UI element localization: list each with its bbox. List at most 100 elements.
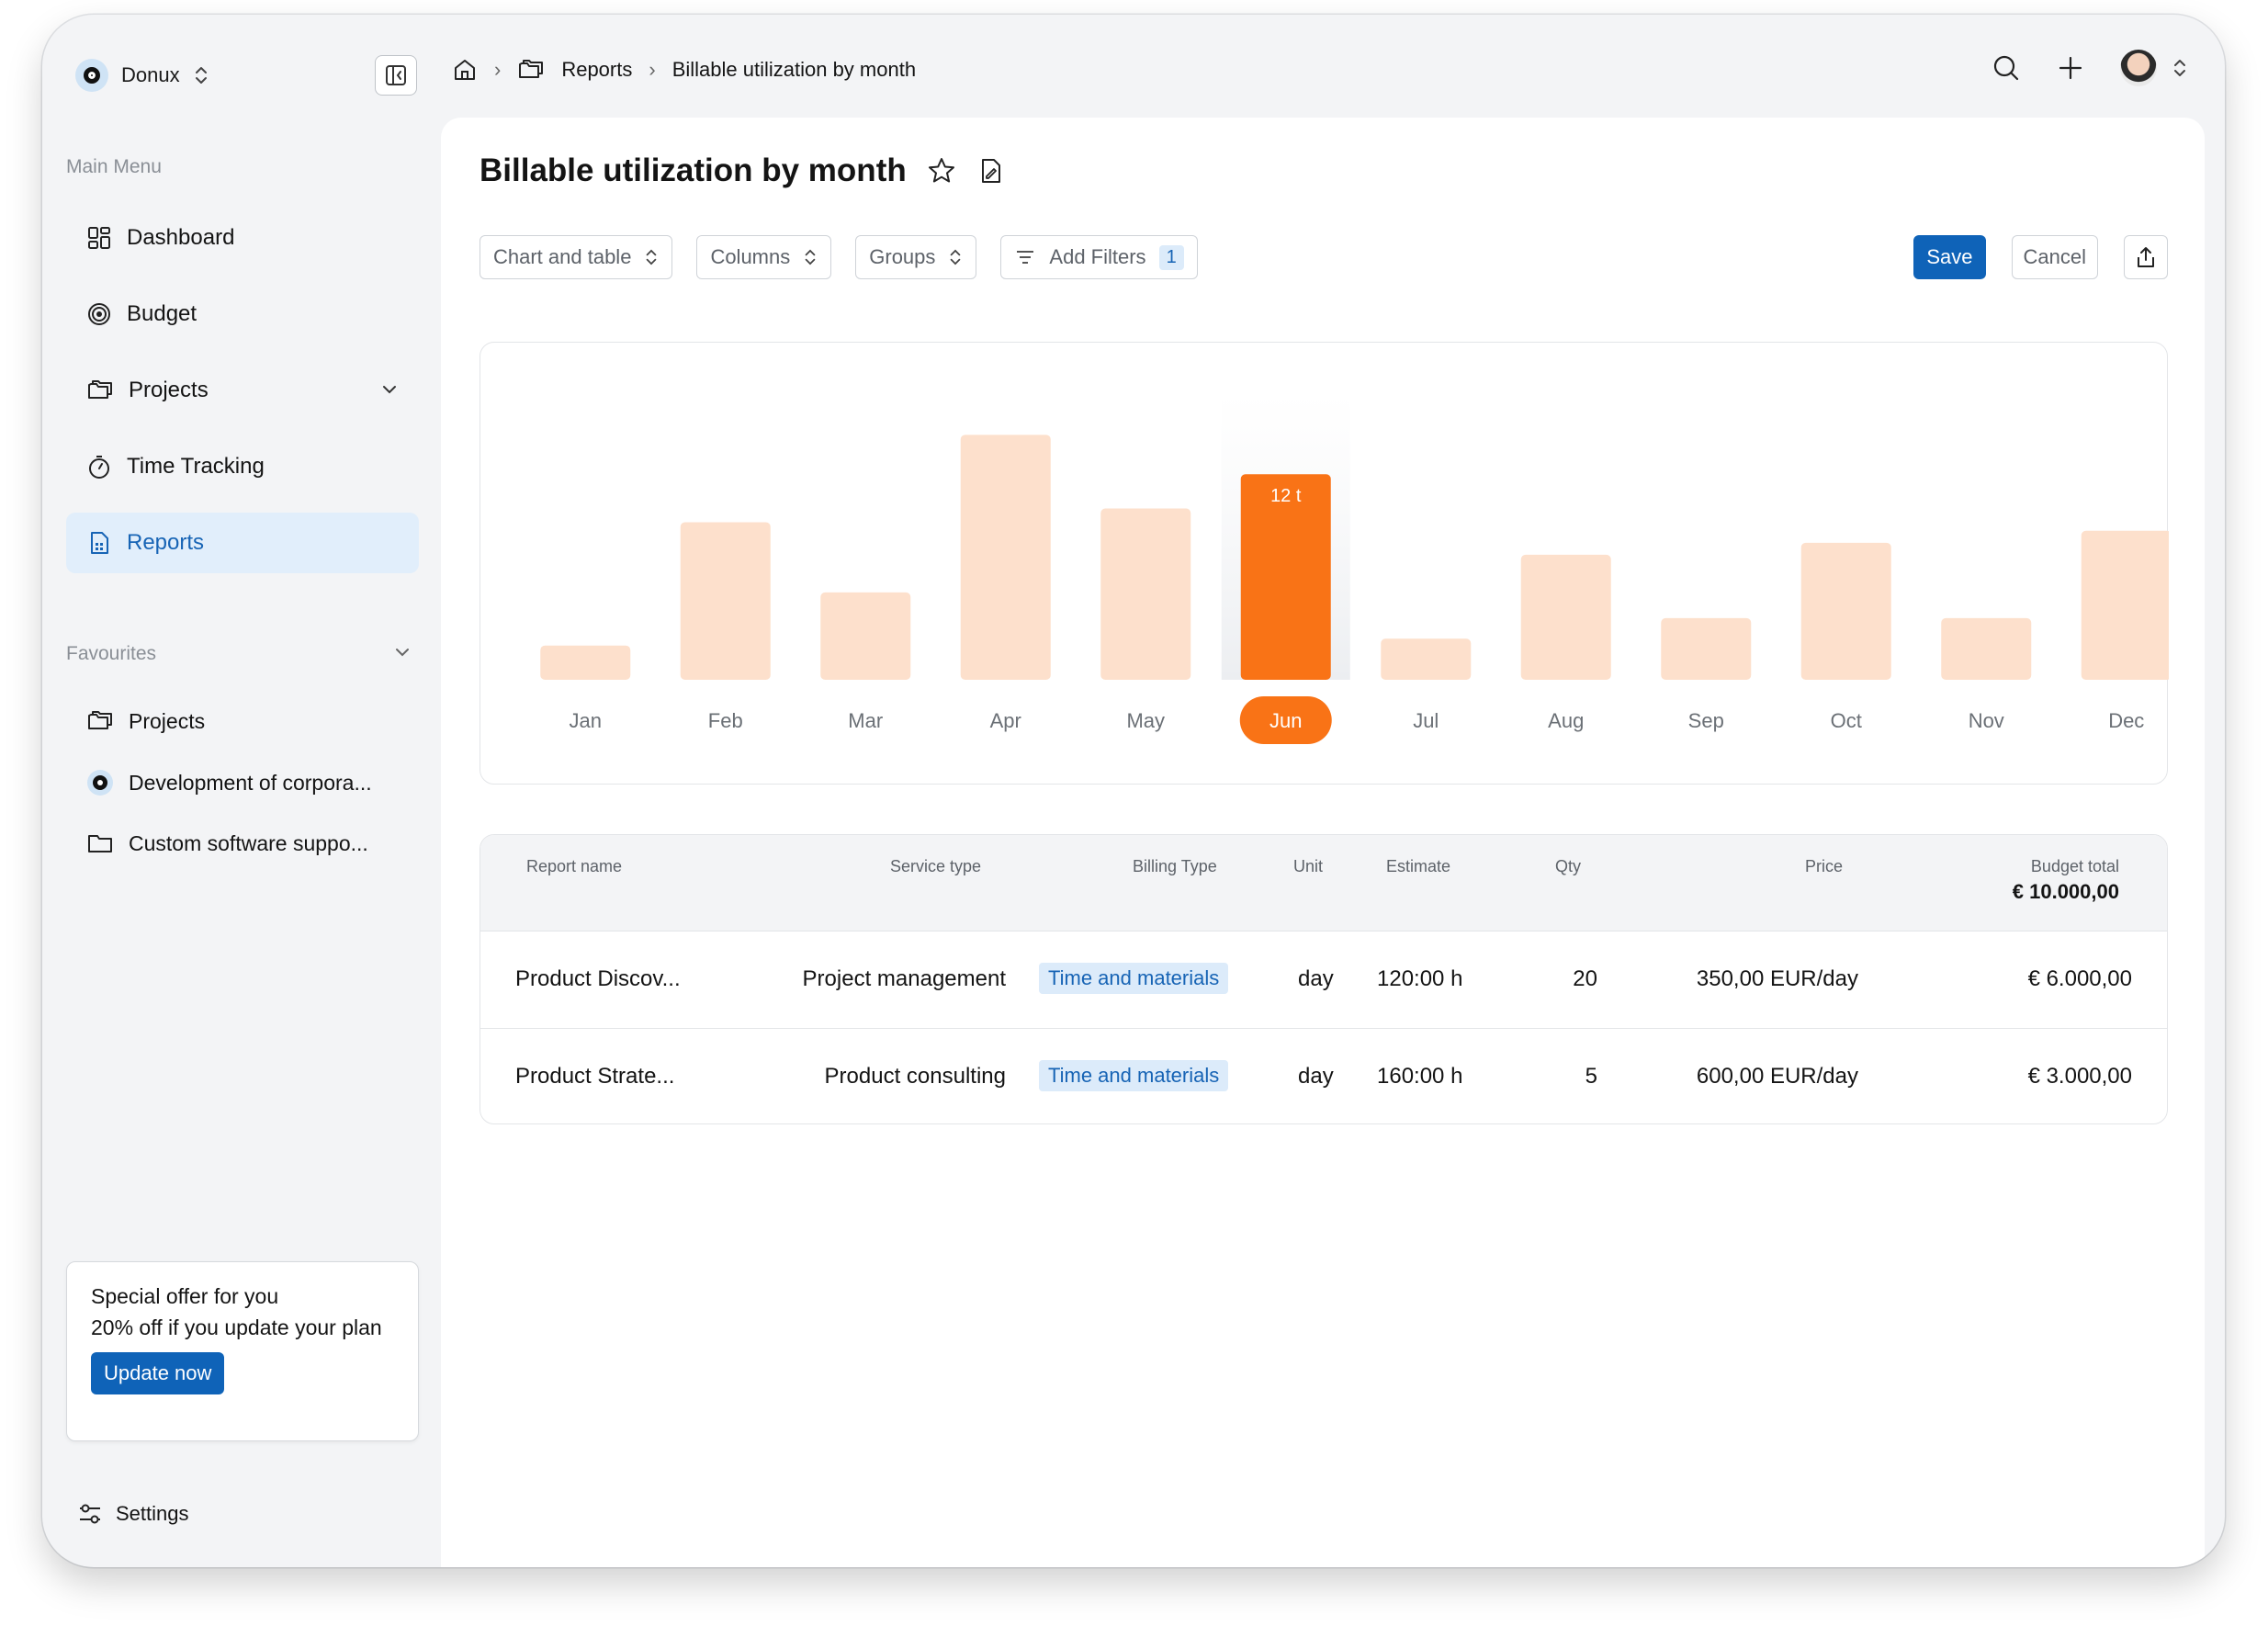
header-price[interactable]: Price <box>1805 857 1844 875</box>
x-tick-label: Jun <box>1269 709 1302 732</box>
selected-month-pill[interactable] <box>1239 696 1332 744</box>
folders-icon <box>88 711 112 729</box>
special-offer-card: Special offer for you 20% off if you upd… <box>66 1261 419 1441</box>
cell-unit: day <box>1298 966 1334 991</box>
user-menu[interactable] <box>2120 50 2188 86</box>
sidebar-item-reports[interactable]: Reports <box>66 513 419 573</box>
sidebar: Donux Main Menu Dashboard Budget Project… <box>42 15 441 1567</box>
sidebar-item-label: Projects <box>129 378 209 402</box>
breadcrumb-current: Billable utilization by month <box>671 58 917 81</box>
export-button[interactable] <box>2124 235 2168 279</box>
favourite-item-projects[interactable]: Projects <box>66 698 419 744</box>
search-icon[interactable] <box>1992 53 2021 83</box>
stopwatch-icon <box>89 456 109 479</box>
table-header: Report name Service type Billing Type Un… <box>480 835 2167 931</box>
sidebar-item-projects[interactable]: Projects <box>66 360 419 421</box>
bar-apr[interactable] <box>960 435 1051 680</box>
settings-link[interactable]: Settings <box>77 1501 189 1527</box>
header-report-name[interactable]: Report name <box>526 857 623 875</box>
table-row[interactable]: Product Discov... Project management Tim… <box>480 931 2167 1028</box>
report-icon <box>91 532 108 554</box>
filters-count-badge: 1 <box>1158 244 1184 270</box>
star-icon[interactable] <box>927 156 956 186</box>
bar-feb[interactable] <box>680 522 771 680</box>
header-unit[interactable]: Unit <box>1293 857 1324 875</box>
bar-jul[interactable] <box>1381 638 1472 680</box>
grid-icon <box>88 227 110 249</box>
avatar <box>2120 50 2157 86</box>
cell-price: 350,00 EUR/day <box>1696 966 1858 991</box>
edit-document-icon[interactable] <box>976 156 1006 186</box>
billing-type-tag: Time and materials <box>1039 1060 1229 1091</box>
sidebar-item-dashboard[interactable]: Dashboard <box>66 208 419 268</box>
bar-may[interactable] <box>1100 508 1191 680</box>
cell-report-name: Product Strate... <box>515 1064 675 1089</box>
favourite-item-custom-software[interactable]: Custom software suppo... <box>66 820 419 866</box>
sidebar-collapse-button[interactable] <box>375 55 417 96</box>
cell-qty: 20 <box>1573 966 1597 991</box>
org-switcher[interactable]: Donux <box>75 55 209 96</box>
page-title: Billable utilization by month <box>480 152 907 188</box>
home-icon[interactable] <box>452 57 478 83</box>
x-tick-label: Aug <box>1548 709 1584 732</box>
title-row: Billable utilization by month <box>480 152 1006 189</box>
view-select[interactable]: Chart and table <box>480 235 673 279</box>
org-logo <box>75 59 108 92</box>
add-filters-button[interactable]: Add Filters 1 <box>1000 235 1198 279</box>
x-tick-label: Sep <box>1688 709 1724 732</box>
add-filters-label: Add Filters <box>1049 245 1146 268</box>
x-tick-label: Jan <box>570 709 602 732</box>
billing-type-tag: Time and materials <box>1039 963 1229 994</box>
main-menu-label: Main Menu <box>66 156 162 177</box>
chevron-down-icon[interactable] <box>380 380 399 399</box>
offer-text: 20% off if you update your plan <box>91 1315 382 1339</box>
app-window: Donux Main Menu Dashboard Budget Project… <box>42 15 2225 1567</box>
folders-icon <box>88 380 112 399</box>
chevron-down-icon[interactable] <box>393 643 412 661</box>
header-service-type[interactable]: Service type <box>890 857 982 875</box>
top-actions <box>1992 50 2188 86</box>
sidebar-item-label: Time Tracking <box>127 454 265 479</box>
sidebar-item-budget[interactable]: Budget <box>66 284 419 344</box>
breadcrumb: › Reports › Billable utilization by mont… <box>452 51 916 88</box>
header-budget-total[interactable]: Budget total € 10.000,00 <box>2013 857 2119 904</box>
target-icon <box>88 303 110 325</box>
bar-jan[interactable] <box>540 645 631 680</box>
favourite-label: Custom software suppo... <box>129 830 368 855</box>
sidebar-collapse-icon <box>386 65 406 85</box>
favourite-item-development[interactable]: Development of corpora... <box>66 760 419 806</box>
bar-mar[interactable] <box>820 592 911 680</box>
bar-oct[interactable] <box>1800 542 1891 680</box>
bar-aug[interactable] <box>1520 554 1611 680</box>
breadcrumb-reports[interactable]: Reports <box>561 58 633 81</box>
cell-qty: 5 <box>1585 1064 1597 1089</box>
plus-icon[interactable] <box>2058 55 2083 81</box>
settings-label: Settings <box>116 1502 189 1525</box>
favourite-label: Projects <box>129 708 206 733</box>
settings-sliders-icon <box>80 1504 100 1524</box>
sidebar-item-time-tracking[interactable]: Time Tracking <box>66 436 419 497</box>
bar-nov[interactable] <box>1941 617 2032 680</box>
cell-total: € 6.000,00 <box>2027 966 2132 991</box>
chart-card: Jan Feb Mar Apr May 12 t Jun Jul Aug Sep Oct Nov Dec <box>480 342 2169 785</box>
update-now-button[interactable]: Update now <box>91 1352 225 1394</box>
x-tick-label: Oct <box>1831 709 1862 732</box>
columns-select[interactable]: Columns <box>696 235 832 279</box>
table-row[interactable]: Product Strate... Product consulting Tim… <box>480 1028 2167 1123</box>
x-tick-label: Apr <box>990 709 1021 732</box>
chevron-up-down-icon <box>2174 60 2185 76</box>
cell-service-type: Product consulting <box>824 1064 1006 1089</box>
bar-jun[interactable] <box>1240 474 1331 680</box>
bar-sep[interactable] <box>1661 617 1752 680</box>
report-actions: Save Cancel <box>1913 235 2168 279</box>
header-estimate[interactable]: Estimate <box>1386 857 1451 875</box>
header-qty[interactable]: Qty <box>1555 857 1582 875</box>
cancel-button[interactable]: Cancel <box>2011 235 2098 279</box>
bar-dec[interactable] <box>2081 530 2169 680</box>
header-billing-type[interactable]: Billing Type <box>1133 857 1217 875</box>
cell-price: 600,00 EUR/day <box>1696 1064 1858 1089</box>
chevron-up-down-icon <box>805 249 816 265</box>
groups-select[interactable]: Groups <box>855 235 977 279</box>
x-tick-label: Nov <box>1969 709 2004 732</box>
save-button[interactable]: Save <box>1913 235 1986 279</box>
